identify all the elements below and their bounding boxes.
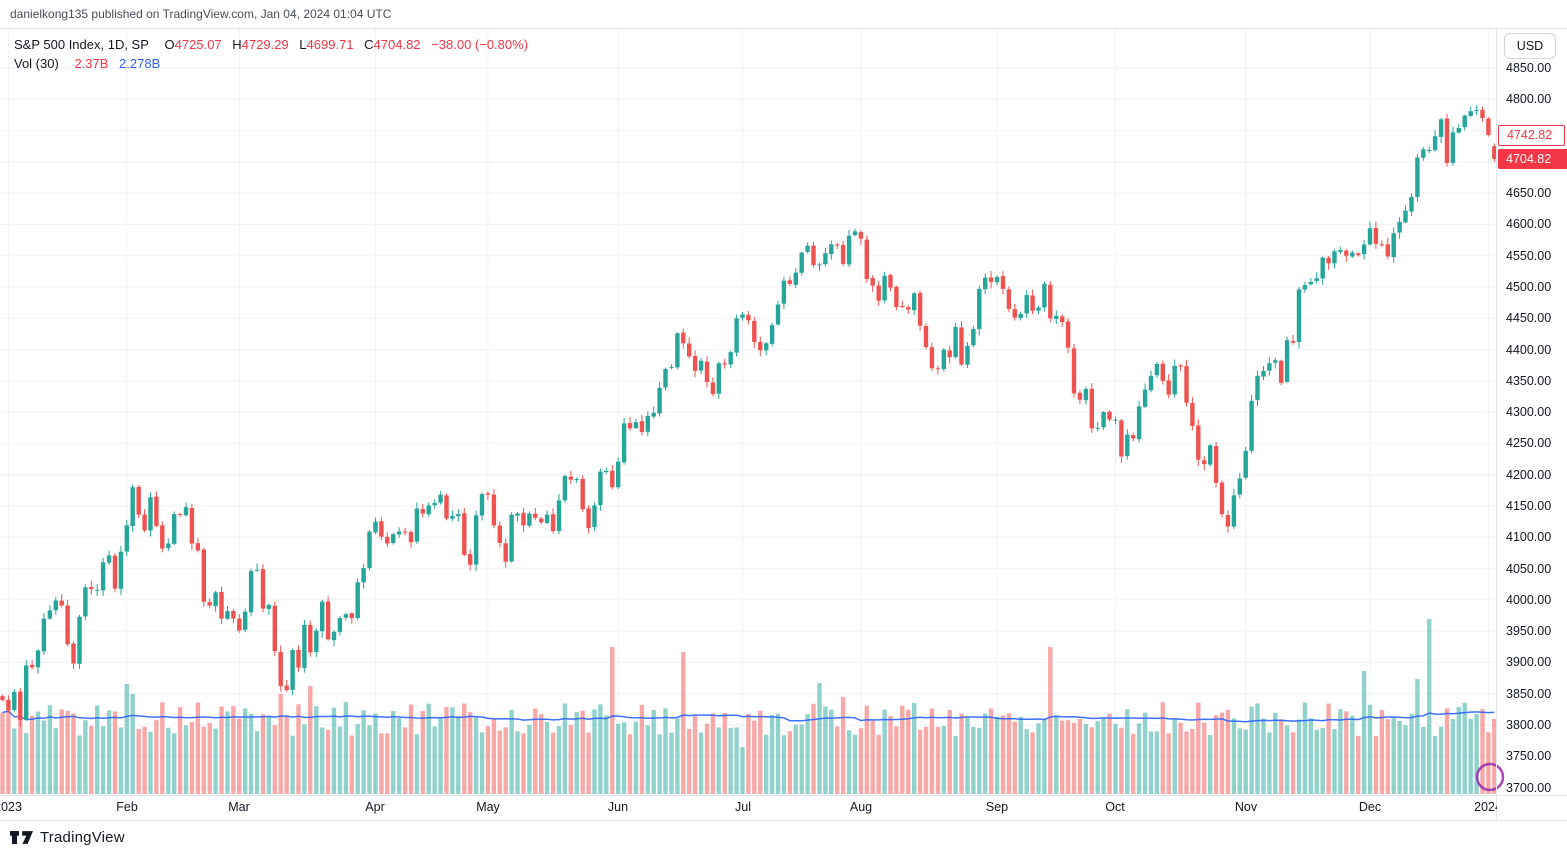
time-axis-label: Dec: [1358, 800, 1382, 814]
ohlc-open-label: O: [164, 37, 175, 52]
ohlc-low-value: 4699.71: [306, 37, 354, 52]
ohlc-open-value: 4725.07: [174, 37, 222, 52]
prev-close-price-label: 4742.82: [1498, 125, 1565, 146]
time-axis-label: Nov: [1234, 800, 1258, 814]
legend-volume-row: Vol (30) 2.37B 2.278B: [14, 54, 528, 73]
price-tick-label: 4050.00: [1506, 562, 1552, 576]
tradingview-logo-icon[interactable]: [10, 828, 33, 847]
price-tick-label: 4100.00: [1506, 530, 1552, 544]
time-axis-label: Sep: [985, 800, 1009, 814]
time-axis-divider: [0, 795, 1567, 796]
attribution-text: danielkong135 published on TradingView.c…: [10, 7, 392, 21]
price-tick-label: 4650.00: [1506, 186, 1552, 200]
ohlc-high-value: 4729.29: [241, 37, 289, 52]
volume-indicator-label[interactable]: Vol (30): [14, 56, 59, 71]
ohlc-low-label: L: [299, 37, 307, 52]
price-tick-label: 4400.00: [1506, 343, 1552, 357]
time-axis-label: Oct: [1105, 800, 1125, 814]
header-divider: [0, 28, 1567, 29]
time-axis-label: Jun: [607, 800, 629, 814]
attribution-bar: danielkong135 published on TradingView.c…: [10, 0, 391, 28]
price-tick-label: 3950.00: [1506, 624, 1552, 638]
price-tick-label: 4850.00: [1506, 61, 1552, 75]
volume-ma-value: 2.278B: [119, 56, 161, 71]
price-axis-divider: [1496, 28, 1497, 820]
ohlc-high-label: H: [232, 37, 242, 52]
drawing-circle: [1475, 762, 1505, 792]
ohlc-close-label: C: [364, 37, 374, 52]
price-tick-label: 4000.00: [1506, 593, 1552, 607]
volume-ma-line: [2, 710, 1495, 723]
price-tick-label: 4600.00: [1506, 217, 1552, 231]
price-tick-label: 4150.00: [1506, 499, 1552, 513]
price-tick-label: 4550.00: [1506, 249, 1552, 263]
footer: TradingView: [10, 826, 125, 848]
volume-value: 2.37B: [74, 56, 109, 71]
time-axis-label: Aug: [849, 800, 873, 814]
price-tick-label: 4500.00: [1506, 280, 1552, 294]
brand-name[interactable]: TradingView: [40, 828, 125, 846]
last-price-label: 4704.82: [1498, 149, 1567, 169]
time-axis-label: 2024: [1474, 800, 1497, 814]
price-tick-label: 3850.00: [1506, 687, 1552, 701]
price-tick-label: 4450.00: [1506, 311, 1552, 325]
time-axis-label: Feb: [116, 800, 138, 814]
price-tick-label: 3900.00: [1506, 655, 1552, 669]
time-axis-label: Jul: [735, 800, 751, 814]
price-axis[interactable]: 4850.004800.004750.004700.004650.004600.…: [1497, 28, 1567, 795]
currency-toggle-button[interactable]: USD: [1504, 33, 1556, 59]
price-tick-label: 3700.00: [1506, 781, 1552, 795]
volume-pane: [0, 619, 1496, 794]
legend-symbol-row: S&P 500 Index, 1D, SP O4725.07 H4729.29 …: [14, 35, 528, 54]
time-axis-label: Mar: [228, 800, 250, 814]
grid: [0, 28, 1496, 794]
price-tick-label: 4250.00: [1506, 436, 1552, 450]
price-tick-label: 4350.00: [1506, 374, 1552, 388]
time-axis-label: Apr: [365, 800, 385, 814]
price-tick-label: 3750.00: [1506, 749, 1552, 763]
price-tick-label: 4300.00: [1506, 405, 1552, 419]
time-axis-label: May: [476, 800, 500, 814]
price-tick-label: 4200.00: [1506, 468, 1552, 482]
price-tick-label: 3800.00: [1506, 718, 1552, 732]
symbol-title[interactable]: S&P 500 Index, 1D, SP: [14, 37, 149, 52]
ohlc-close-value: 4704.82: [373, 37, 421, 52]
price-tick-label: 4800.00: [1506, 92, 1552, 106]
change-value: −38.00 (−0.80%): [431, 37, 529, 52]
chart-legend[interactable]: S&P 500 Index, 1D, SP O4725.07 H4729.29 …: [14, 35, 528, 73]
widget-bottom-divider: [0, 820, 1567, 821]
candles: [0, 105, 1496, 727]
